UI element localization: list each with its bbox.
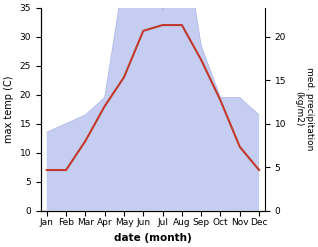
Y-axis label: max temp (C): max temp (C)	[4, 75, 14, 143]
X-axis label: date (month): date (month)	[114, 233, 192, 243]
Y-axis label: med. precipitation
(kg/m2): med. precipitation (kg/m2)	[294, 67, 314, 151]
